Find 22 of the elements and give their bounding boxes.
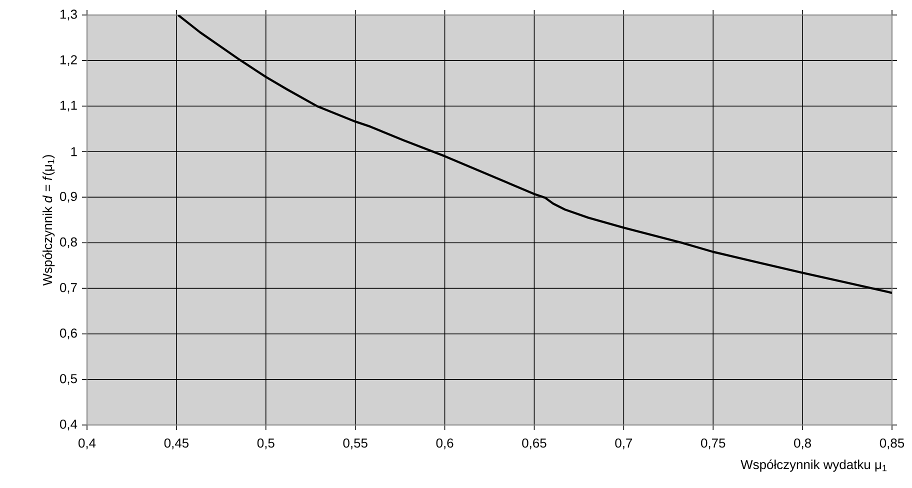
x-tick-label: 0,55 (343, 438, 368, 450)
y-axis-title: Współczynnik d = f(μ$_{1}$) (42, 155, 55, 286)
x-tick-label: 0,45 (164, 438, 189, 450)
x-tick-label: 0,8 (794, 438, 812, 450)
x-tick-label: 0,75 (701, 438, 726, 450)
x-tick-label: 0,4 (78, 438, 96, 450)
x-tick-label: 0,65 (522, 438, 546, 450)
y-tick-label: 0,4 (60, 420, 78, 430)
y-tick-label: 1,3 (60, 10, 77, 20)
y-tick-label: 1,1 (60, 100, 77, 112)
y-tick-label: 0,6 (60, 328, 77, 340)
x-tick-label: 0,5 (257, 438, 274, 450)
x-tick-label: 0,7 (615, 438, 632, 450)
y-tick-label: 0,9 (60, 192, 77, 203)
x-axis-title: Współczynnik wydatku μ$_{1}$ (740, 460, 887, 472)
y-tick-label: 0,7 (60, 282, 77, 294)
y-tick-label: 0,5 (60, 374, 77, 385)
y-tick-label: 0,8 (60, 237, 77, 248)
y-tick-label: 1,2 (60, 55, 77, 66)
x-tick-label: 0,85 (880, 438, 904, 450)
y-tick-label: 1 (71, 147, 77, 156)
x-tick-label: 0,6 (436, 438, 454, 450)
